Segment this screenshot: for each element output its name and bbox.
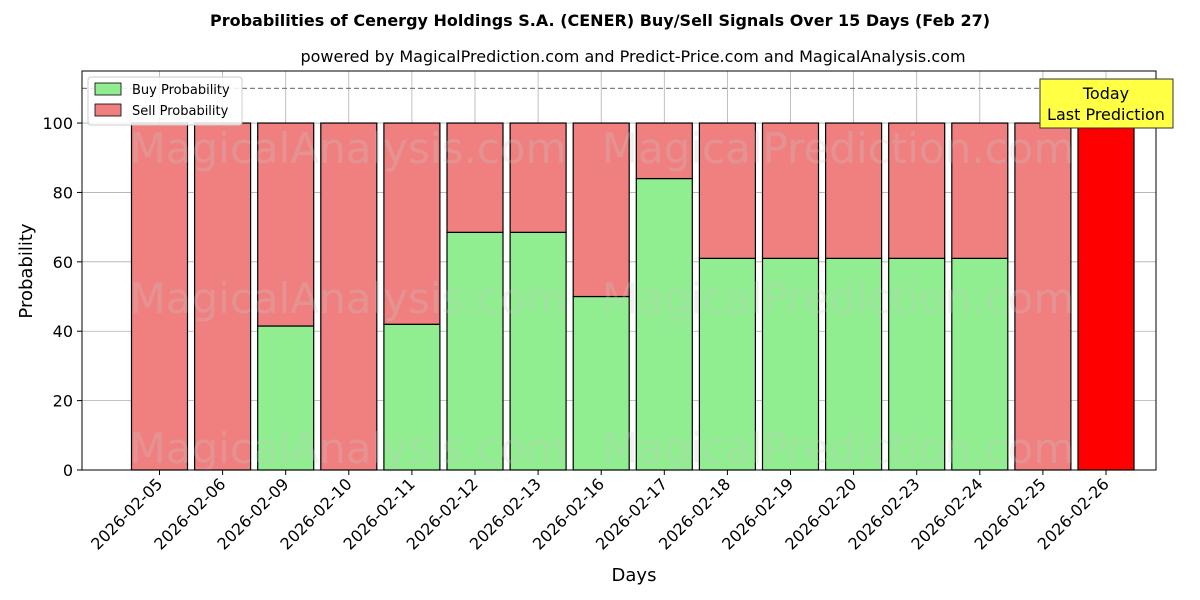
bar-sell-2026-02-10 xyxy=(320,122,378,471)
watermark-prediction-2: MagicalPrediction.com xyxy=(602,274,1075,323)
today-annotation-line1: Today xyxy=(1082,84,1129,103)
watermarks: MagicalAnalysis.com MagicalPrediction.co… xyxy=(130,124,1075,473)
bar-sell-2026-02-11 xyxy=(383,122,441,325)
watermark-prediction-1: MagicalPrediction.com xyxy=(602,124,1075,173)
y-tick-label-3: 60 xyxy=(53,253,73,272)
legend-buy-swatch xyxy=(94,82,122,96)
bar-sell-2026-02-24 xyxy=(951,122,1009,259)
plot-frame xyxy=(81,70,1157,471)
bar-buy-2026-02-18 xyxy=(698,257,757,471)
watermark-analysis-2: MagicalAnalysis.com xyxy=(130,274,567,323)
bar-sell-2026-02-16 xyxy=(572,122,630,298)
legend-sell-swatch xyxy=(94,103,122,117)
y-tick-label-1: 20 xyxy=(53,392,73,411)
bars xyxy=(130,122,1135,471)
watermark-prediction-3: MagicalPrediction.com xyxy=(602,424,1075,473)
y-tick-label-2: 40 xyxy=(53,322,73,341)
today-annotation-box xyxy=(1039,78,1174,129)
chart-title: Probabilities of Cenergy Holdings S.A. (… xyxy=(210,11,990,30)
y-axis: 0 20 40 60 80 100 xyxy=(42,114,82,480)
bar-buy-2026-02-23 xyxy=(888,257,946,471)
bar-sell-2026-02-20 xyxy=(824,122,883,259)
y-tick-label-4: 80 xyxy=(53,183,73,202)
bar-sell-2026-02-18 xyxy=(698,122,757,259)
watermark-analysis-3: MagicalAnalysis.com xyxy=(130,424,567,473)
bar-buy-2026-02-12 xyxy=(446,231,504,471)
bar-buy-2026-02-20 xyxy=(824,257,883,471)
bar-sell-2026-02-09 xyxy=(257,122,315,327)
today-annotation-line2: Last Prediction xyxy=(1047,105,1165,124)
bar-sell-2026-02-12 xyxy=(446,122,504,233)
legend: Buy Probability Sell Probability xyxy=(87,76,243,126)
legend-box xyxy=(87,76,243,126)
x-axis-label: Days xyxy=(612,565,657,586)
watermark-analysis-1: MagicalAnalysis.com xyxy=(130,124,567,173)
bar-sell-2026-02-26 xyxy=(1077,122,1135,471)
legend-buy-label: Buy Probability xyxy=(132,83,230,98)
bar-buy-2026-02-17 xyxy=(635,177,693,471)
bar-sell-2026-02-19 xyxy=(761,122,820,259)
bar-sell-2026-02-17 xyxy=(635,122,693,180)
bar-buy-2026-02-24 xyxy=(951,257,1009,471)
y-axis-label: Probability xyxy=(16,223,37,318)
today-annotation: Today Last Prediction xyxy=(1039,78,1174,129)
bar-sell-2026-02-25 xyxy=(1014,122,1072,471)
bar-sell-2026-02-13 xyxy=(509,122,567,233)
y-tick-label-5: 100 xyxy=(42,114,73,133)
y-tick-label-0: 0 xyxy=(63,461,73,480)
chart-subtitle: powered by MagicalPrediction.com and Pre… xyxy=(300,47,965,66)
bar-sell-2026-02-23 xyxy=(888,122,946,259)
legend-sell-label: Sell Probability xyxy=(132,104,229,119)
